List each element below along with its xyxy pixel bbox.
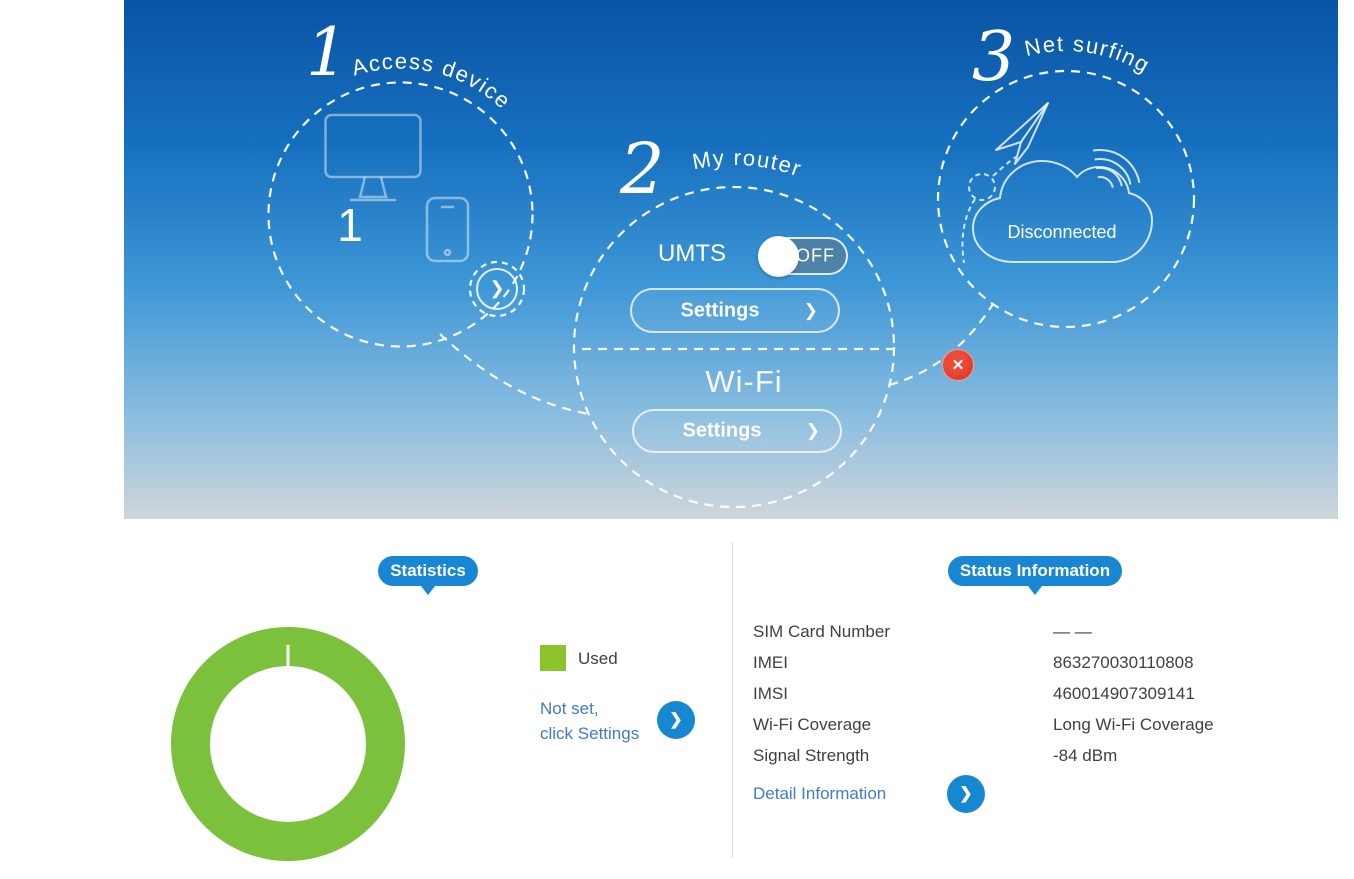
access-device-arrow-button[interactable]: ❯	[476, 268, 518, 310]
umts-toggle-state: OFF	[796, 245, 835, 266]
table-row: IMEI 863270030110808	[753, 647, 1273, 678]
toggle-knob	[758, 236, 799, 277]
chevron-right-icon: ❯	[669, 711, 683, 729]
row-value: 460014907309141	[1053, 683, 1195, 703]
chevron-right-icon: ❯	[803, 300, 818, 320]
row-label: IMSI	[753, 683, 788, 703]
umts-toggle[interactable]: OFF	[758, 236, 848, 277]
step1-title-arc: Access device	[349, 48, 516, 114]
connection-error-icon: ✕	[942, 349, 974, 381]
status-information-table: SIM Card Number — — IMEI 863270030110808…	[753, 616, 1273, 771]
umts-settings-button[interactable]: Settings ❯	[630, 288, 840, 333]
step2-number: 2	[620, 128, 665, 210]
not-set-settings-link[interactable]: Not set, click Settings	[540, 696, 639, 746]
panel-divider	[732, 542, 733, 858]
row-value: 863270030110808	[1053, 652, 1194, 672]
step2-title-arc: My router	[690, 145, 805, 182]
connected-device-count: 1	[337, 199, 363, 251]
not-set-line2: click Settings	[540, 724, 640, 743]
row-label: IMEI	[753, 652, 788, 672]
setup-banner: Access device My router Net surfing	[124, 0, 1338, 519]
connector-step1-step2	[439, 333, 590, 416]
wifi-settings-button[interactable]: Settings ❯	[632, 409, 842, 453]
step1-dashed-circle	[267, 81, 534, 348]
umts-settings-label: Settings	[680, 299, 760, 321]
cloud-icon: Disconnected	[971, 159, 1154, 263]
status-information-badge: Status Information	[948, 556, 1122, 586]
table-row: Signal Strength -84 dBm	[753, 740, 1273, 771]
step3-number: 3	[972, 18, 1016, 97]
flight-trail-icon	[961, 156, 1017, 264]
step1-number: 1	[306, 14, 348, 91]
chevron-right-icon: ❯	[805, 421, 820, 440]
used-legend-swatch	[540, 645, 566, 671]
table-row: IMSI 460014907309141	[753, 678, 1273, 709]
row-value: Long Wi-Fi Coverage	[1053, 714, 1214, 734]
wifi-label: Wi-Fi	[705, 364, 783, 399]
paper-plane-icon	[995, 102, 1049, 165]
monitor-icon	[324, 113, 422, 202]
detail-information-link[interactable]: Detail Information	[753, 784, 887, 803]
connection-status-text: Disconnected	[1007, 222, 1116, 242]
step2-dashed-circle	[572, 185, 896, 509]
table-row: SIM Card Number — —	[753, 616, 1273, 647]
wifi-settings-label: Settings	[682, 419, 762, 442]
close-icon: ✕	[951, 357, 965, 374]
wifi-signal-icon	[1092, 149, 1141, 188]
detail-information-arrow-button[interactable]: ❯	[947, 775, 985, 813]
banner-artwork: Access device My router Net surfing	[267, 31, 1196, 509]
connector-step2-step3	[888, 303, 994, 387]
row-label: SIM Card Number	[753, 621, 890, 641]
donut-slice-seam	[286, 645, 290, 685]
statistics-badge: Statistics	[378, 556, 478, 586]
usage-donut-chart	[171, 627, 405, 861]
step3-dashed-circle	[936, 69, 1196, 329]
step1-arrow-dashed-ring	[468, 260, 526, 318]
used-legend-label: Used	[578, 649, 618, 668]
step3-title-arc: Net surfing	[1022, 31, 1155, 78]
chevron-right-icon: ❯	[959, 785, 973, 803]
chevron-right-icon: ❯	[489, 278, 505, 299]
umts-label: UMTS	[658, 240, 726, 267]
statistics-settings-arrow-button[interactable]: ❯	[657, 701, 695, 739]
table-row: Wi-Fi Coverage Long Wi-Fi Coverage	[753, 709, 1273, 740]
not-set-line1: Not set,	[540, 699, 599, 718]
row-value: — —	[1053, 621, 1092, 641]
row-label: Wi-Fi Coverage	[753, 714, 872, 734]
smartphone-icon	[425, 196, 470, 263]
row-value: -84 dBm	[1053, 745, 1118, 765]
row-label: Signal Strength	[753, 745, 870, 765]
